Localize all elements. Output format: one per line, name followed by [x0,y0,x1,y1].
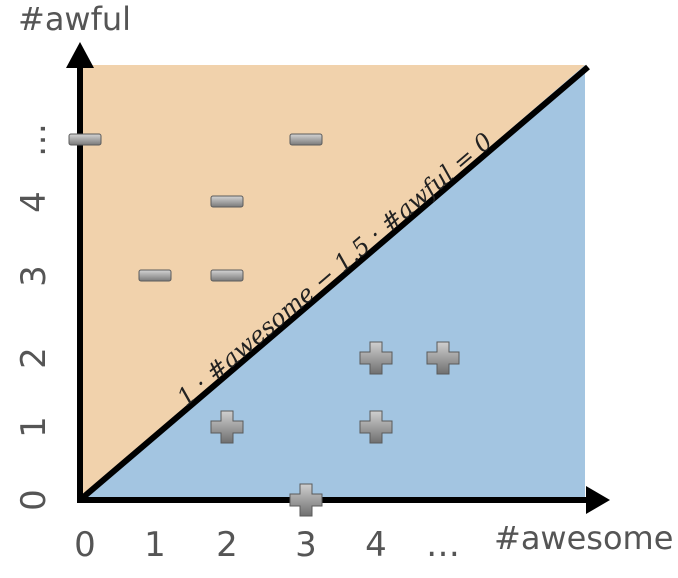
x-tick-label: 4 [365,525,387,565]
x-tick-label: 3 [295,525,317,565]
negative-point-minus-icon [289,133,323,146]
negative-point-minus-icon [210,269,244,282]
x-tick-label: … [426,525,460,565]
positive-point-plus-icon [210,410,244,444]
y-axis-title: #awful [18,0,131,38]
y-tick-label: 3 [14,265,54,287]
negative-point-minus-icon [68,133,102,146]
x-tick-label: 2 [216,525,238,565]
y-tick-label: 0 [14,489,54,511]
decision-boundary-line [78,64,590,503]
x-axis-title: #awesome [494,519,673,557]
x-tick-label: 0 [74,525,96,565]
y-axis-arrowhead [66,42,94,68]
positive-point-plus-icon [426,341,460,375]
positive-point-plus-icon [359,410,393,444]
y-tick-label: … [14,123,54,157]
y-tick-label: 1 [14,416,54,438]
positive-point-plus-icon [289,483,323,517]
y-tick-label: 2 [14,347,54,369]
y-tick-label: 4 [14,191,54,213]
x-axis-arrowhead [586,486,610,514]
x-tick-label: 1 [144,525,166,565]
positive-point-plus-icon [359,341,393,375]
negative-point-minus-icon [210,195,244,208]
negative-point-minus-icon [138,269,172,282]
